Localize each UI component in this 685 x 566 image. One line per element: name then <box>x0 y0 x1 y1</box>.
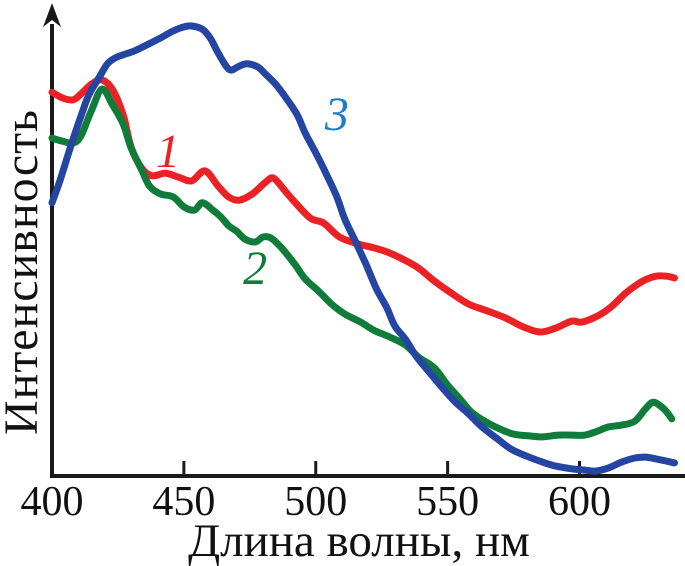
curve-1 <box>48 76 678 336</box>
curve-label-3: 3 <box>324 88 349 141</box>
curve-2 <box>48 85 676 441</box>
y-axis-arrowhead-icon <box>43 3 61 27</box>
x-tick-label: 600 <box>548 479 611 525</box>
curve-3 <box>48 22 678 475</box>
curve-label-1: 1 <box>156 125 180 178</box>
y-axis-title: Интенсивность <box>0 108 48 436</box>
x-tick-label: 450 <box>152 479 215 525</box>
x-axis-title: Длина волны, нм <box>188 515 530 566</box>
x-tick-label: 500 <box>284 479 347 525</box>
x-tick-label: 550 <box>416 479 479 525</box>
curve-label-2: 2 <box>243 242 267 295</box>
x-tick-label: 400 <box>21 479 84 525</box>
